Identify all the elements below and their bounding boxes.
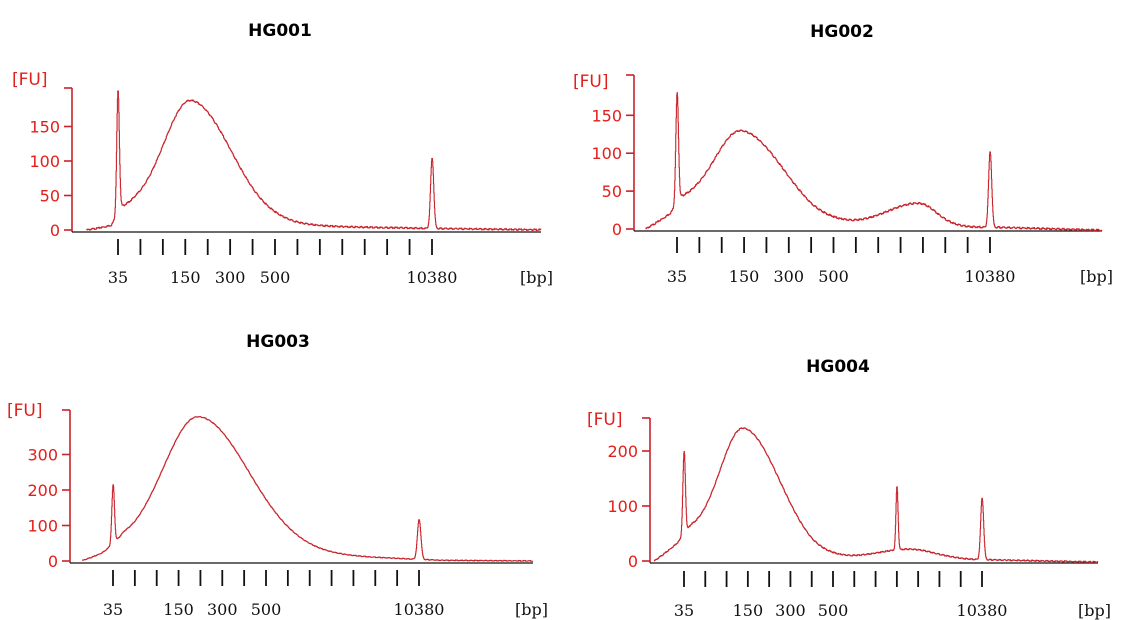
x-tick-label: 35: [674, 601, 694, 620]
x-tick-label: 10380: [407, 268, 458, 287]
x-tick-label: 500: [818, 601, 849, 620]
chart-svg: HG003 [FU] 0 100 200 300 35 150 300 500 10380 [bp]: [7, 332, 548, 619]
y-tick-label: 0: [48, 552, 58, 571]
x-tick-label: 150: [170, 268, 201, 287]
x-tick-label: 300: [774, 267, 805, 286]
trace-line-0: [86, 90, 542, 232]
y-tick-label: 0: [612, 220, 622, 239]
y-axis-label: [FU]: [7, 401, 43, 421]
x-tick-label: 35: [103, 600, 123, 619]
trace-line-0: [645, 92, 1103, 232]
y-axis-label: [FU]: [587, 410, 623, 430]
y-tick-label: 200: [27, 481, 58, 500]
chart-title: HG004: [806, 357, 870, 377]
x-tick-label: 300: [207, 600, 238, 619]
electropherogram-hg002: HG002 [FU] 0 50 100 150 35 150 300 500 10380 [bp]: [561, 0, 1122, 310]
x-tick-label: 10380: [957, 601, 1008, 620]
x-tick-label: 35: [108, 268, 128, 287]
y-tick-label: 50: [602, 182, 622, 201]
x-tick-label: 500: [818, 267, 849, 286]
y-tick-label: 150: [29, 118, 60, 137]
y-tick-label: 100: [29, 152, 60, 171]
x-tick-label: 150: [729, 267, 760, 286]
electropherogram-hg003: HG003 [FU] 0 100 200 300 35 150 300 500 10380 [bp]: [0, 310, 561, 620]
chart-svg: HG004 [FU] 0 100 200 35 150 300 500 10380 [bp]: [587, 357, 1111, 620]
y-axis-label: [FU]: [12, 70, 48, 90]
y-tick-label: 150: [591, 106, 622, 125]
trace-line-0: [653, 427, 1099, 564]
trace-line-0: [82, 415, 534, 562]
x-tick-label: 300: [775, 601, 806, 620]
x-tick-label: 10380: [394, 600, 445, 619]
x-tick-label: 500: [251, 600, 282, 619]
y-tick-label: 0: [50, 221, 60, 240]
chart-title: HG001: [248, 21, 312, 41]
x-tick-label: 150: [163, 600, 194, 619]
y-tick-label: 100: [27, 517, 58, 536]
y-tick-label: 100: [591, 144, 622, 163]
y-tick-label: 200: [607, 442, 638, 461]
y-tick-label: 0: [628, 552, 638, 571]
y-tick-label: 50: [40, 187, 60, 206]
x-axis-label: [bp]: [1080, 267, 1113, 286]
chart-title: HG002: [810, 22, 874, 42]
x-tick-label: 300: [215, 268, 246, 287]
x-axis-label: [bp]: [515, 600, 548, 619]
y-tick-label: 100: [607, 497, 638, 516]
x-axis-label: [bp]: [1078, 601, 1111, 620]
x-tick-label: 150: [733, 601, 764, 620]
y-axis-label: [FU]: [573, 72, 609, 92]
chart-title: HG003: [246, 332, 310, 352]
x-tick-label: 35: [667, 267, 687, 286]
x-axis-label: [bp]: [520, 268, 553, 287]
x-tick-label: 500: [260, 268, 291, 287]
chart-svg: HG001 [FU] 0 50 100 150 35 150 300 500 10380 [bp]: [12, 21, 553, 287]
chart-svg: HG002 [FU] 0 50 100 150 35 150 300 500 10380 [bp]: [573, 22, 1113, 286]
y-tick-label: 300: [27, 446, 58, 465]
electropherogram-hg004: HG004 [FU] 0 100 200 35 150 300 500 10380 [bp]: [561, 310, 1122, 620]
x-tick-label: 10380: [965, 267, 1016, 286]
electropherogram-hg001: HG001 [FU] 0 50 100 150 35 150 300 500 10380 [bp]: [0, 0, 561, 310]
